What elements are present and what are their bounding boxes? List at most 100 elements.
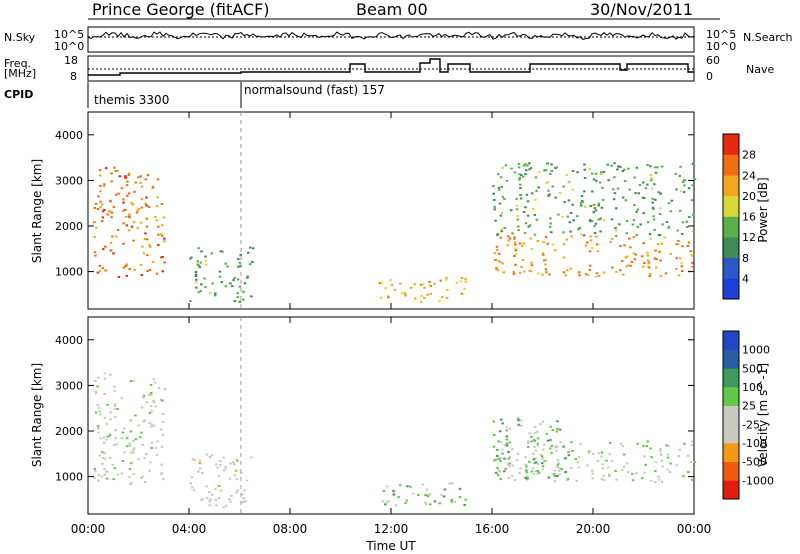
scatter-cell: [438, 502, 441, 505]
scatter-cell: [103, 393, 106, 395]
scatter-cell: [552, 473, 556, 475]
scatter-cell: [613, 176, 616, 179]
scatter-cell: [106, 213, 109, 216]
scatter-cell: [451, 482, 454, 485]
scatter-cell: [455, 281, 459, 284]
scatter-cell: [616, 168, 619, 171]
scatter-cell: [121, 431, 125, 434]
scatter-cell: [557, 466, 561, 469]
scatter-cell: [397, 496, 400, 499]
scatter-cell: [517, 166, 521, 169]
scatter-cell: [635, 234, 639, 237]
scatter-cell: [96, 385, 99, 388]
scatter-cell: [118, 175, 121, 178]
scatter-cell: [542, 253, 545, 256]
scatter-cell: [517, 419, 520, 422]
nsky-trace: [87, 31, 695, 43]
scatter-cell: [208, 456, 212, 459]
scatter-cell: [163, 388, 167, 391]
nsearch-label: N.Search: [743, 31, 793, 44]
scatter-cell: [607, 179, 610, 182]
scatter-cell: [419, 300, 423, 303]
scatter-cell: [458, 496, 462, 499]
scatter-cell: [560, 468, 563, 470]
scatter-cell: [204, 263, 208, 266]
scatter-cell: [665, 221, 669, 223]
scatter-cell: [216, 466, 219, 469]
colorbar-tick-label: 24: [742, 169, 756, 182]
scatter-cell: [93, 206, 96, 209]
scatter-cell: [198, 467, 202, 470]
scatter-cell: [513, 255, 516, 257]
scatter-cell: [513, 237, 516, 240]
scatter-cell: [146, 270, 149, 272]
scatter-cell: [163, 240, 166, 243]
scatter-cell: [678, 257, 682, 260]
scatter-cell: [381, 500, 384, 503]
scatter-cell: [647, 262, 650, 265]
scatter-cell: [497, 440, 500, 443]
scatter-cell: [204, 255, 207, 258]
scatter-cell: [659, 274, 662, 277]
scatter-cell: [594, 275, 598, 278]
scatter-cell: [219, 460, 222, 462]
scatter-cell: [150, 423, 153, 426]
scatter-cell: [659, 192, 662, 195]
scatter-cell: [102, 185, 106, 188]
scatter-cell: [114, 403, 117, 406]
scatter-cell: [691, 440, 694, 443]
scatter-cell: [556, 475, 559, 477]
scatter-cell: [99, 437, 102, 440]
scatter-cell: [125, 184, 129, 187]
scatter-cell: [498, 252, 501, 255]
scatter-cell: [691, 261, 694, 264]
scatter-cell: [102, 248, 105, 251]
scatter-cell: [562, 256, 566, 259]
scatter-cell: [219, 489, 223, 492]
scatter-cell: [142, 396, 145, 399]
scatter-cell: [129, 419, 133, 422]
scatter-cell: [101, 267, 105, 270]
scatter-cell: [687, 187, 691, 190]
scatter-cell: [578, 271, 581, 274]
scatter-cell: [570, 441, 573, 444]
scatter-cell: [526, 214, 530, 217]
scatter-cell: [587, 451, 591, 454]
scatter-cell: [145, 204, 148, 207]
scatter-cell: [387, 500, 390, 503]
scatter-cell: [546, 439, 550, 442]
scatter-cell: [562, 243, 566, 246]
scatter-cell: [593, 232, 597, 234]
scatter-cell: [192, 489, 196, 492]
scatter-cell: [233, 300, 236, 303]
scatter-cell: [493, 459, 496, 462]
scatter-cell: [497, 173, 500, 176]
scatter-cell: [559, 441, 562, 444]
scatter-cell: [159, 428, 163, 431]
scatter-cell: [108, 457, 112, 459]
scatter-cell: [210, 454, 214, 457]
scatter-cell: [567, 451, 570, 454]
scatter-cell: [496, 233, 500, 235]
scatter-cell: [532, 458, 536, 461]
scatter-cell: [103, 372, 107, 375]
scatter-cell: [500, 441, 503, 443]
scatter-cell: [547, 189, 550, 192]
scatter-cell: [94, 379, 97, 382]
scatter-cell: [521, 245, 524, 248]
scatter-cell: [667, 202, 671, 205]
scatter-cell: [524, 163, 527, 166]
scatter-cell: [593, 225, 596, 228]
scatter-cell: [619, 442, 623, 445]
scatter-cell: [197, 291, 200, 294]
scatter-cell: [445, 276, 448, 279]
scatter-cell: [545, 181, 549, 184]
feature-evening-band: [493, 235, 695, 278]
scatter-cell: [505, 435, 509, 438]
scatter-cell: [535, 189, 538, 192]
scatter-cell: [93, 221, 96, 224]
scatter-cell: [412, 492, 415, 495]
scatter-cell: [541, 273, 544, 276]
scatter-cell: [122, 427, 126, 430]
scatter-cell: [133, 190, 136, 193]
